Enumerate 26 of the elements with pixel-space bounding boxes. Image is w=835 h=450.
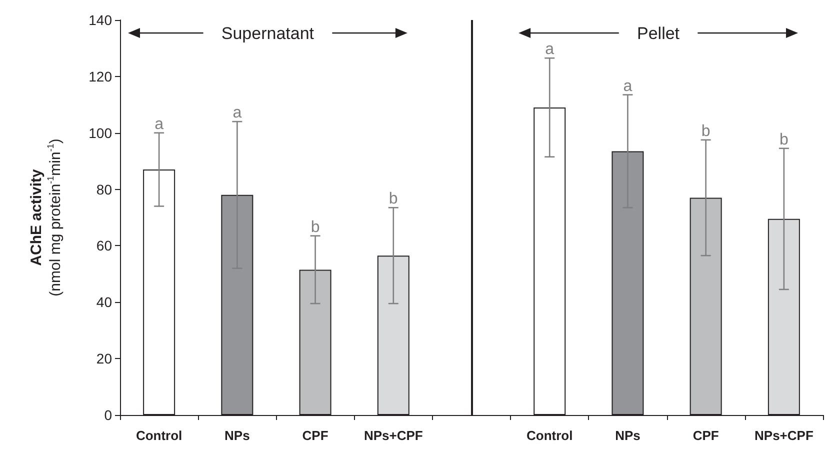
x-tick-label: NPs+CPF [754,428,814,443]
x-tick-label: CPF [302,428,328,443]
y-tick-label: 20 [96,350,112,367]
y-tick-label: 140 [88,12,112,28]
y-tick-label: 0 [104,407,112,423]
annotation: b [701,122,710,140]
annotation: b [388,190,398,208]
annotation: a [545,41,554,58]
x-tick-label: Control [526,428,573,443]
y-tick-label: 80 [96,181,112,198]
x-tick-label: CPF [692,428,719,443]
y-tick-label: 40 [96,294,112,310]
annotation: a [623,78,632,95]
annotation: Supernatant [221,24,314,43]
x-tick-label: NPs [615,428,640,443]
x-tick-label: NPs [224,428,250,443]
y-tick-label: 100 [88,124,112,141]
annotation: a [232,104,242,122]
x-tick-label: Control [136,428,182,443]
annotation: a [154,116,164,133]
annotation: Pellet [637,24,680,43]
annotation: b [779,131,788,148]
x-tick-label: NPs+CPF [364,428,423,443]
y-tick-label: 120 [88,68,112,84]
annotation: b [310,218,320,236]
y-tick-label: 60 [96,238,112,254]
